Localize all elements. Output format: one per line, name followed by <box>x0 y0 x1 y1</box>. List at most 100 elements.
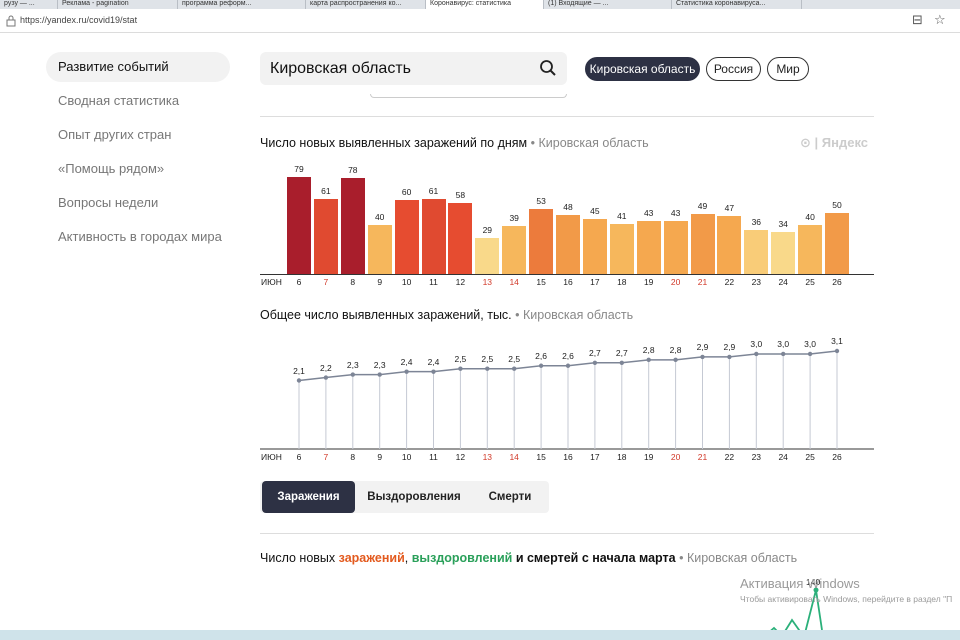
bar-value-label: 78 <box>348 165 358 176</box>
x-tick-label: 6 <box>296 277 302 287</box>
bar-value-label: 39 <box>509 213 519 224</box>
daily-bar[interactable] <box>556 215 580 274</box>
x-tick-label: 26 <box>832 452 842 462</box>
daily-bar[interactable] <box>367 224 392 274</box>
x-tick-label: 14 <box>509 277 519 287</box>
search-icon[interactable] <box>539 59 557 77</box>
browser-tab[interactable]: карта распространения ко... <box>306 0 426 9</box>
daily-cases-title-text: Число новых выявленных заражений по дням <box>260 136 528 150</box>
region-pill[interactable]: Мир <box>767 57 809 81</box>
total-cases-point[interactable] <box>834 348 840 354</box>
daily-bar[interactable] <box>421 199 446 274</box>
since-march-region: Кировская область <box>686 551 798 565</box>
search-input[interactable] <box>270 57 530 81</box>
daily-bar[interactable] <box>609 223 634 274</box>
bar-value-label: 43 <box>670 208 681 219</box>
url-text[interactable]: https://yandex.ru/covid19/stat <box>20 15 138 25</box>
total-cases-point[interactable] <box>458 366 463 371</box>
total-cases-point[interactable] <box>377 372 382 377</box>
region-pill[interactable]: Кировская область <box>585 57 700 81</box>
activation-subtitle: Чтобы активировать Windows, перейдите в … <box>740 594 953 604</box>
x-tick-label: 25 <box>805 277 815 287</box>
point-value-label: 2,8 <box>642 344 655 355</box>
taskbar <box>0 630 960 640</box>
address-bar[interactable]: https://yandex.ru/covid19/stat ⊟ ☆ <box>0 9 960 33</box>
watermark-text: Яндекс <box>821 135 869 150</box>
browser-tab[interactable]: Статистика коронавируса... <box>672 0 802 9</box>
browser-tab[interactable]: рузу — ... <box>0 0 58 9</box>
total-cases-point[interactable] <box>807 351 813 357</box>
sidebar-item[interactable]: Опыт других стран <box>58 127 172 142</box>
total-cases-title: Общее число выявленных заражений, тыс. •… <box>260 308 634 322</box>
metric-tab[interactable]: Заражения <box>262 481 355 513</box>
sidebar-item[interactable]: Развитие событий <box>46 52 230 82</box>
daily-bar[interactable] <box>287 177 311 274</box>
since-march-peak-label: 140 <box>806 577 821 587</box>
sidebar-item[interactable]: «Помощь рядом» <box>58 161 165 176</box>
daily-bar[interactable] <box>529 208 554 274</box>
browser-tab[interactable]: (1) Входящие — ... <box>544 0 672 9</box>
total-cases-point[interactable] <box>431 369 436 374</box>
total-cases-point[interactable] <box>754 351 759 357</box>
bar-value-label: 61 <box>428 186 439 197</box>
total-cases-point[interactable] <box>673 357 678 363</box>
sidebar-item[interactable]: Активность в городах мира <box>58 229 222 244</box>
metric-tab[interactable]: Смерти <box>488 491 532 503</box>
sidebar-item[interactable]: Вопросы недели <box>58 195 159 210</box>
point-value-label: 3,0 <box>777 338 790 349</box>
daily-bar[interactable] <box>502 226 527 274</box>
x-tick-label: 12 <box>455 277 466 287</box>
x-tick-label: 19 <box>643 452 654 462</box>
total-cases-point[interactable] <box>485 366 490 371</box>
daily-bar[interactable] <box>394 200 419 274</box>
daily-bar[interactable] <box>636 221 661 274</box>
since-march-chart-fragment <box>760 587 823 640</box>
total-cases-point[interactable] <box>781 351 786 357</box>
region-pill[interactable]: Россия <box>706 57 761 81</box>
daily-bar[interactable] <box>475 238 500 274</box>
total-cases-point[interactable] <box>350 372 355 377</box>
metric-tab[interactable]: Выздоровления <box>367 491 461 503</box>
daily-bar[interactable] <box>340 178 365 274</box>
daily-bar[interactable] <box>582 218 607 274</box>
browser-tab[interactable]: Коронавирус: статистика <box>426 0 544 9</box>
point-value-label: 2,7 <box>615 347 628 358</box>
total-cases-point[interactable] <box>565 363 571 368</box>
total-cases-point[interactable] <box>727 354 732 360</box>
daily-bar[interactable] <box>313 199 338 274</box>
total-cases-point[interactable] <box>646 357 651 363</box>
divider-2 <box>260 533 874 534</box>
daily-bar[interactable] <box>448 202 473 274</box>
x-tick-label: 21 <box>697 452 708 462</box>
point-value-label: 2,2 <box>319 362 332 373</box>
x-tick-label: 7 <box>323 452 329 462</box>
daily-bar[interactable] <box>825 212 849 274</box>
total-cases-point[interactable] <box>538 363 544 368</box>
total-cases-point[interactable] <box>296 378 302 383</box>
region-search[interactable] <box>260 52 567 85</box>
daily-bar[interactable] <box>744 229 769 274</box>
browser-tab[interactable]: программа реформ... <box>178 0 306 9</box>
since-march-title: Число новых заражений, выздоровлений и с… <box>260 551 798 565</box>
daily-bar[interactable] <box>798 224 823 274</box>
daily-cases-axis <box>260 274 874 275</box>
total-cases-point[interactable] <box>404 369 409 374</box>
total-cases-point[interactable] <box>512 366 517 371</box>
total-cases-point[interactable] <box>619 360 624 365</box>
total-cases-point[interactable] <box>700 354 705 360</box>
title-comma: , <box>404 551 412 565</box>
point-value-label: 2,3 <box>346 359 359 370</box>
total-cases-point[interactable] <box>323 375 329 380</box>
daily-bar[interactable] <box>663 221 688 274</box>
sidebar-item[interactable]: Сводная статистика <box>58 93 180 108</box>
browser-tab[interactable]: Реклама - pagination <box>58 0 178 9</box>
daily-bar[interactable] <box>717 216 742 274</box>
point-value-label: 2,9 <box>696 341 709 352</box>
daily-bar[interactable] <box>690 213 715 274</box>
total-cases-point[interactable] <box>592 360 598 365</box>
x-tick-label: 22 <box>724 452 735 462</box>
translate-icon[interactable]: ⊟ <box>912 12 923 27</box>
bookmark-star-icon[interactable]: ☆ <box>934 12 946 27</box>
daily-bar[interactable] <box>771 232 796 274</box>
